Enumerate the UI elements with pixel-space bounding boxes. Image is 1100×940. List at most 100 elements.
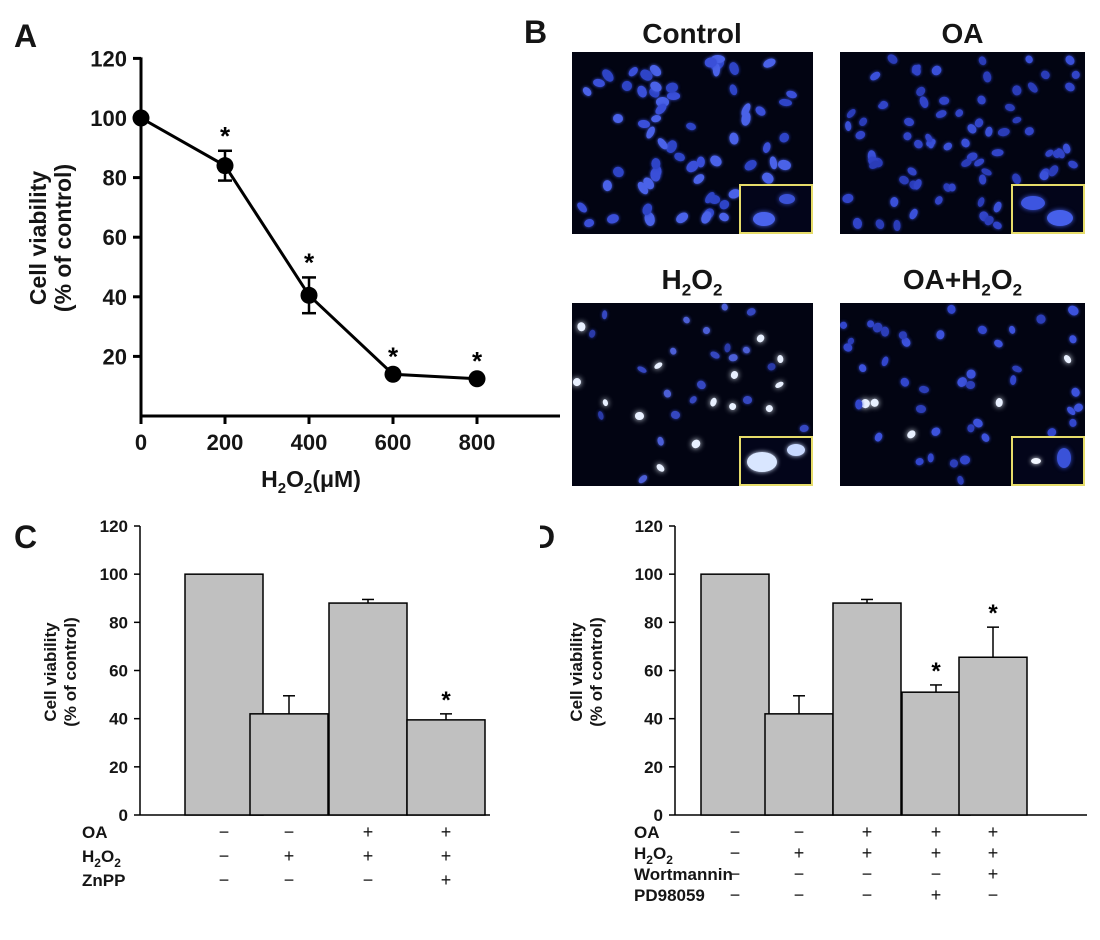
cell-nucleus	[612, 112, 624, 124]
cell-nucleus	[701, 325, 711, 336]
cell-nucleus	[907, 208, 919, 222]
cell-nucleus	[918, 95, 931, 110]
bar	[832, 602, 902, 816]
inset-nucleus	[1021, 196, 1045, 210]
cell-nucleus	[941, 140, 954, 152]
condition-sign: −	[219, 870, 230, 890]
cell-nucleus	[653, 360, 664, 370]
panel-b-micrographs: B Control OA H2O2 OA+H2O2	[520, 0, 1100, 495]
cell-nucleus	[1069, 386, 1081, 399]
cell-nucleus	[761, 141, 773, 155]
cell-nucleus	[685, 122, 698, 132]
cell-nucleus	[893, 219, 901, 231]
y-tick-label: 100	[635, 565, 663, 584]
cell-nucleus	[953, 107, 965, 119]
significance-star: *	[441, 687, 451, 714]
cell-nucleus	[1003, 102, 1016, 113]
cell-nucleus	[995, 397, 1003, 407]
condition-sign: −	[730, 843, 741, 863]
cell-nucleus	[667, 92, 680, 100]
cell-nucleus	[723, 342, 731, 353]
cell-nucleus	[1063, 80, 1076, 93]
panel-a-letter: A	[14, 18, 37, 54]
x-tick-label: 800	[459, 430, 496, 455]
panel-letter: D	[540, 519, 555, 555]
cell-nucleus	[866, 319, 875, 328]
cell-nucleus	[761, 56, 777, 70]
cell-nucleus	[799, 424, 810, 433]
cell-nucleus	[840, 192, 855, 204]
cell-nucleus	[918, 385, 930, 395]
condition-label: ZnPP	[82, 871, 125, 890]
cell-nucleus	[656, 435, 665, 447]
cell-nucleus	[742, 395, 753, 404]
micrograph-inset	[1011, 436, 1085, 486]
cell-nucleus	[606, 212, 621, 226]
inset-nucleus	[779, 194, 795, 204]
y-tick-label: 20	[109, 758, 128, 777]
condition-sign: −	[363, 870, 374, 890]
micrograph-title-control: Control	[642, 18, 742, 49]
condition-sign: +	[441, 846, 452, 866]
cell-nucleus	[777, 158, 793, 172]
condition-sign: −	[988, 885, 999, 905]
cell-nucleus	[729, 370, 739, 380]
cell-nucleus	[1068, 334, 1078, 345]
cell-nucleus	[1011, 84, 1022, 97]
condition-sign: +	[862, 822, 873, 842]
micrograph-inset	[739, 436, 813, 486]
cell-nucleus	[669, 410, 681, 421]
cell-nucleus	[580, 85, 593, 99]
condition-label: OA	[82, 823, 108, 842]
cell-nucleus	[982, 71, 992, 83]
condition-sign: −	[730, 864, 741, 884]
cell-nucleus	[1011, 115, 1023, 125]
cell-nucleus	[610, 164, 626, 179]
cell-nucleus	[745, 306, 757, 318]
y-tick-label: 40	[109, 710, 128, 729]
cell-nucleus	[778, 98, 792, 108]
inset-nucleus	[747, 452, 777, 472]
cell-nucleus	[742, 158, 759, 173]
y-tick-label: 60	[109, 662, 128, 681]
micrograph-h2o2	[572, 303, 813, 486]
condition-sign: −	[794, 822, 805, 842]
cell-nucleus	[591, 77, 606, 88]
micrograph-inset	[1011, 184, 1085, 234]
bar	[700, 573, 770, 816]
cell-nucleus	[845, 106, 858, 119]
cell-nucleus	[636, 365, 648, 375]
cell-nucleus	[635, 411, 645, 420]
y-tick-label: 40	[644, 710, 663, 729]
data-point	[132, 109, 150, 127]
condition-sign: +	[794, 843, 805, 863]
micrograph-title-oa: OA	[941, 18, 984, 49]
cell-nucleus	[708, 349, 721, 361]
cell-nucleus	[948, 182, 957, 192]
significance-star: *	[304, 247, 315, 277]
cell-nucleus	[959, 455, 971, 466]
cell-nucleus	[601, 310, 608, 320]
inset-nucleus	[753, 212, 775, 226]
cell-nucleus	[906, 429, 918, 440]
micrograph-control	[572, 52, 813, 234]
cell-nucleus	[695, 378, 707, 391]
cell-nucleus	[760, 170, 776, 186]
panel-letter: C	[14, 519, 37, 555]
bar	[406, 719, 486, 816]
condition-sign: +	[441, 822, 452, 842]
micrograph-oa-h2o2	[840, 303, 1085, 486]
cell-nucleus	[674, 210, 691, 226]
cell-nucleus	[768, 155, 778, 170]
condition-sign: −	[730, 822, 741, 842]
cell-nucleus	[914, 84, 927, 98]
y-tick-label: 80	[103, 166, 127, 191]
cell-nucleus	[992, 148, 1004, 157]
cell-nucleus	[857, 362, 869, 374]
cell-nucleus	[938, 96, 950, 105]
y-tick-label: 120	[635, 517, 663, 536]
condition-sign: −	[219, 822, 230, 842]
cell-nucleus	[1047, 164, 1061, 178]
micrograph-title-oa-h2o2: OA+H2O2	[902, 264, 1023, 300]
y-tick-label: 60	[644, 662, 663, 681]
